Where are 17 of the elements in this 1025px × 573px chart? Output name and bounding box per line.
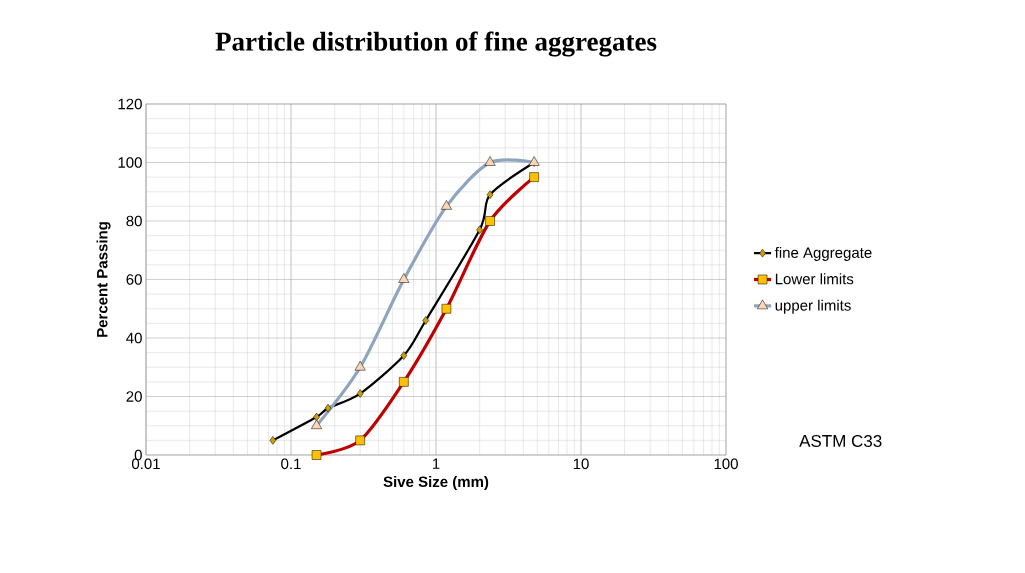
y-axis-title: Percent Passing bbox=[96, 222, 111, 337]
x-tick-label: 1 bbox=[432, 458, 440, 469]
text: ASTM C33 bbox=[799, 434, 882, 447]
y-tick-label: 100 bbox=[118, 157, 142, 168]
y-tick-label: 60 bbox=[126, 274, 142, 285]
x-tick-label: 10 bbox=[573, 458, 589, 470]
x-axis-title: Sive Size (mm) bbox=[383, 476, 489, 490]
x-tick-label: 100 bbox=[714, 458, 738, 470]
x-tick-label: 0.1 bbox=[281, 458, 301, 470]
legend-label: fine Aggregate bbox=[774, 246, 872, 261]
chart-title: Particle distribution of fine aggregates bbox=[215, 31, 657, 57]
y-tick-label: 20 bbox=[126, 391, 142, 402]
y-tick-label: 80 bbox=[126, 215, 142, 227]
y-tick-label: 120 bbox=[118, 98, 142, 110]
legend-label: Lower limits bbox=[775, 273, 854, 285]
y-tick-label: 40 bbox=[126, 332, 142, 344]
legend-label: upper limits bbox=[775, 299, 851, 314]
